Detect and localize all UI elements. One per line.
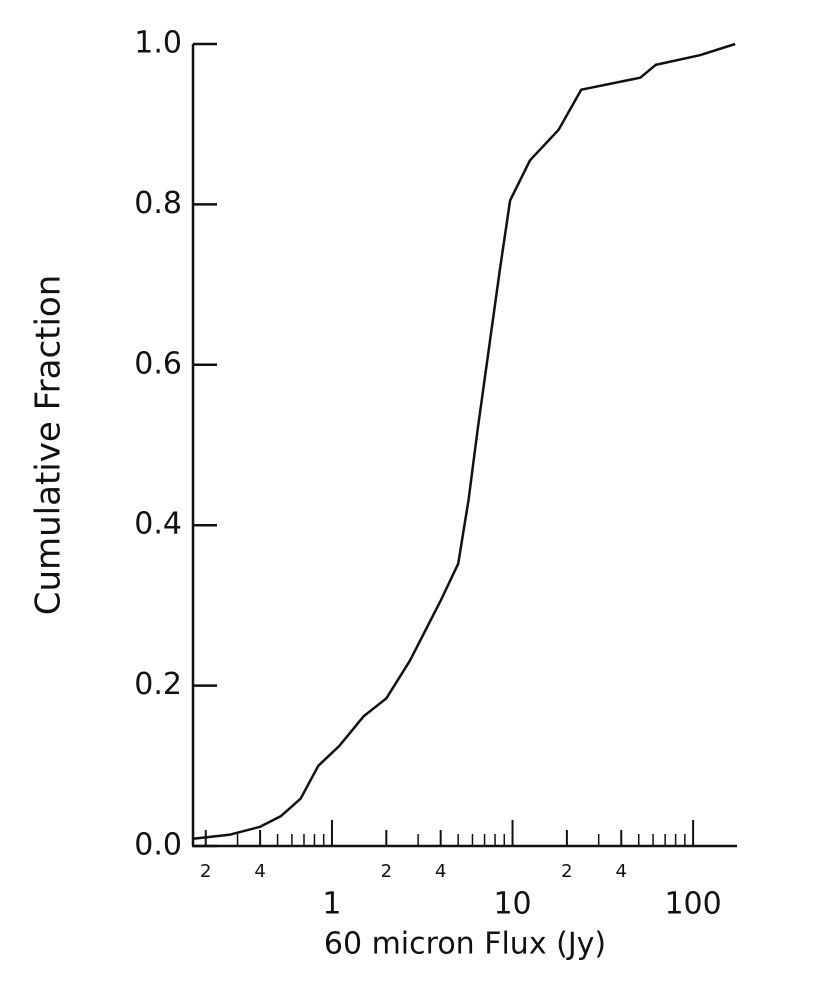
y-axis-title: Cumulative Fraction — [29, 275, 69, 616]
y-tick-label: 0.4 — [134, 507, 182, 542]
x-axis-title: 60 micron Flux (Jy) — [324, 927, 606, 962]
x-tick-label: 100 — [664, 887, 721, 922]
y-tick-label: 0.2 — [134, 667, 182, 702]
x-tick-label: 1 — [322, 887, 341, 922]
y-tick-label: 1.0 — [134, 26, 182, 61]
x-tick-label: 2 — [200, 861, 211, 882]
x-tick-label: 2 — [561, 861, 572, 882]
x-tick-label: 2 — [381, 861, 392, 882]
y-tick-label: 0.0 — [134, 828, 182, 863]
data-line — [192, 42, 736, 841]
y-tick-label: 0.6 — [134, 346, 182, 381]
y-tick-label: 0.8 — [134, 186, 182, 221]
x-tick-label: 4 — [254, 861, 265, 882]
x-tick-label: 10 — [493, 887, 531, 922]
x-tick-label: 4 — [435, 861, 446, 882]
x-tick-label: 4 — [616, 861, 627, 882]
